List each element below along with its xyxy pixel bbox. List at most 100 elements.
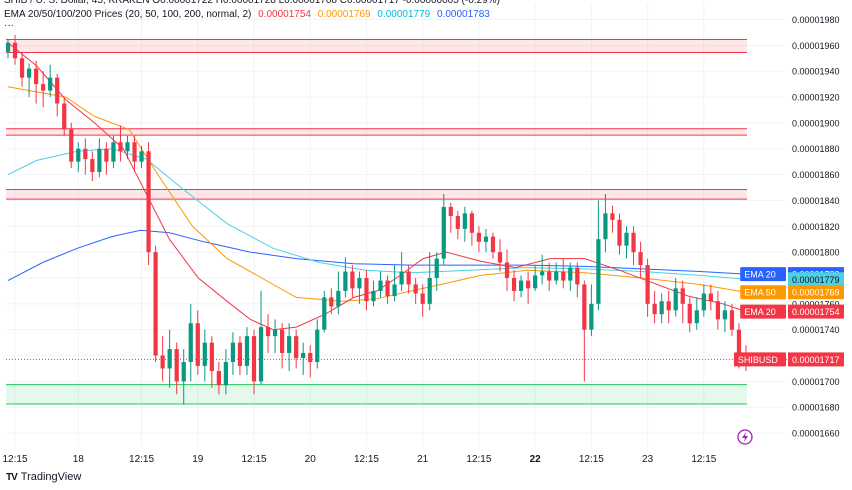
candle-body [610, 213, 615, 220]
candle-body [69, 129, 74, 162]
candle [715, 290, 720, 330]
y-tick-label: 0.00001980 [792, 15, 840, 25]
candle [455, 210, 460, 240]
candle [582, 280, 587, 382]
candle [230, 332, 236, 375]
candle-body [399, 271, 404, 285]
candle-body [336, 290, 341, 307]
candle [90, 151, 95, 182]
candle-body [195, 323, 200, 366]
candle [708, 284, 713, 311]
x-tick-label: 23 [642, 454, 654, 465]
candle [97, 138, 102, 178]
candle-body [476, 232, 482, 242]
candle [160, 336, 165, 382]
candle-body [490, 236, 496, 253]
indicator-tag-box [733, 352, 786, 367]
candle-body [19, 58, 25, 78]
legend-more-button[interactable]: ··· [4, 20, 14, 31]
indicator-tag-box [740, 267, 786, 282]
candle [434, 252, 439, 291]
candle [294, 329, 299, 369]
x-tick-label: 21 [417, 454, 429, 465]
candle [420, 284, 425, 317]
indicator-tag: SHIBUSD [733, 352, 786, 367]
price-axis-background [788, 0, 852, 485]
y-tick-label: 0.00001840 [792, 196, 840, 206]
candle-body [511, 277, 517, 291]
ema200-legend-value: 0.00001783 [437, 9, 490, 20]
candle [596, 200, 601, 311]
candle [729, 303, 735, 337]
candle-body [287, 336, 292, 353]
candle-body [5, 42, 11, 52]
y-tick-label: 0.00001960 [792, 41, 840, 51]
candle-body [62, 103, 67, 130]
x-tick-label: 18 [73, 454, 85, 465]
candle-body [48, 77, 53, 91]
axis-price-marker: 0.00001717 [788, 352, 844, 367]
x-tick-label: 19 [192, 454, 204, 465]
candle [385, 275, 390, 304]
candle-body [357, 277, 362, 289]
candle [483, 228, 489, 253]
axis-price-box [788, 285, 844, 300]
candle-body [55, 77, 60, 104]
candle-body [378, 280, 383, 291]
candle-body [34, 68, 39, 85]
candle [111, 135, 116, 169]
candle [722, 301, 728, 333]
candle [308, 345, 313, 378]
candle-body [483, 236, 489, 242]
ema-legend-title: EMA 20/50/100/200 Prices (20, 50, 100, 2… [4, 9, 252, 20]
candle [350, 265, 355, 298]
candle [371, 280, 376, 307]
candle [631, 226, 636, 266]
candle [118, 125, 123, 162]
candle-body [645, 265, 650, 304]
candle [139, 146, 144, 169]
candle-body [554, 271, 559, 281]
indicator-tag: EMA 20 [740, 267, 786, 282]
tradingview-footer[interactable]: TV TradingView [6, 471, 81, 483]
candle [280, 323, 285, 369]
candle-body [251, 336, 257, 382]
indicator-tag: EMA 50 [740, 285, 786, 300]
candle-body [497, 252, 503, 263]
y-tick-label: 0.00001680 [792, 403, 840, 413]
candle-body [462, 213, 467, 229]
axis-price-marker: 0.00001769 [788, 285, 844, 300]
candle-body [343, 271, 348, 291]
axis-price-value: 0.00001779 [792, 275, 840, 285]
candle [448, 203, 453, 233]
indicator-tag-label: EMA 50 [744, 288, 776, 298]
lightning-icon [737, 429, 753, 445]
candle-body [329, 297, 334, 307]
lightning-icon-bolt [742, 432, 748, 442]
candle-body [265, 327, 271, 337]
candle-body [596, 239, 601, 304]
candle-body [216, 371, 221, 386]
candle-body [237, 342, 243, 366]
candle [589, 284, 594, 337]
axis-price-value: 0.00001754 [792, 307, 840, 317]
candle [511, 270, 517, 302]
candle [392, 265, 397, 302]
candle-body [708, 293, 713, 302]
candle-body [715, 301, 720, 320]
candle-body [448, 206, 453, 216]
candle [490, 232, 496, 259]
candle [624, 226, 629, 259]
candle [244, 327, 250, 375]
candle [336, 271, 341, 315]
candle [167, 329, 172, 388]
x-tick-label: 12:15 [466, 454, 491, 465]
candle [83, 138, 88, 175]
candle-body [680, 288, 685, 304]
indicator-tag-box [740, 304, 786, 319]
x-tick-label: 12:15 [579, 454, 604, 465]
candle [533, 265, 538, 291]
y-tick-label: 0.00001760 [792, 299, 840, 309]
